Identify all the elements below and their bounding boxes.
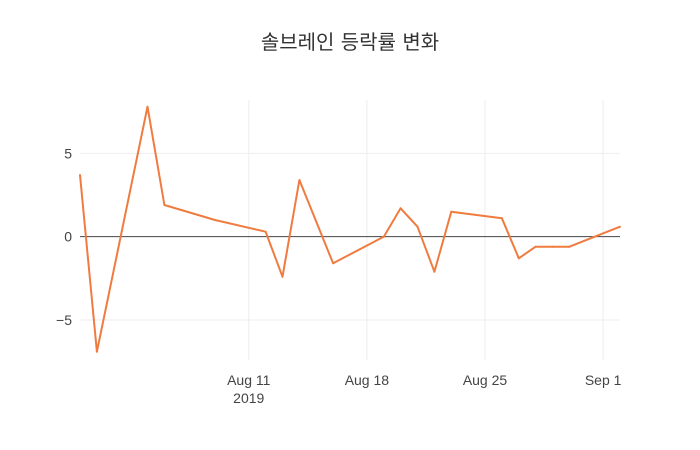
data-point	[264, 230, 267, 233]
series-layer	[79, 105, 621, 353]
data-point	[180, 209, 183, 211]
data-point	[382, 235, 385, 238]
data-point	[79, 174, 81, 176]
data-point	[281, 275, 284, 278]
y-axis-ticks: 5 0 −5	[56, 145, 72, 328]
data-point	[197, 214, 200, 216]
data-point	[568, 245, 571, 248]
data-point	[517, 257, 520, 260]
data-point	[163, 204, 166, 206]
x-axis-ticks: Aug 11 2019 Aug 18 Aug 25 Sep 1	[227, 372, 622, 406]
data-point	[534, 245, 537, 248]
chart-title: 솔브레인 등락률 변화	[261, 30, 439, 54]
data-point	[500, 217, 503, 220]
data-point	[619, 225, 621, 228]
data-point	[298, 179, 301, 181]
x-tick-label: Aug 25	[463, 372, 508, 388]
data-point	[416, 225, 419, 228]
data-point	[214, 219, 216, 221]
data-point	[399, 207, 402, 210]
y-tick-label: 0	[64, 229, 72, 245]
data-point	[450, 210, 453, 213]
y-tick-label: 5	[64, 145, 72, 161]
data-point	[95, 350, 98, 353]
data-point	[433, 270, 436, 273]
y-tick-label: −5	[56, 312, 72, 328]
series-line	[79, 105, 621, 353]
x-tick-label: Aug 11	[227, 372, 271, 388]
x-tick-label: Aug 18	[345, 372, 390, 388]
data-point	[146, 105, 149, 108]
x-tick-label: Sep 1	[585, 372, 622, 388]
gridlines	[80, 100, 620, 360]
x-tick-year-label: 2019	[233, 390, 264, 406]
data-point	[332, 262, 335, 265]
data-point	[551, 245, 554, 248]
